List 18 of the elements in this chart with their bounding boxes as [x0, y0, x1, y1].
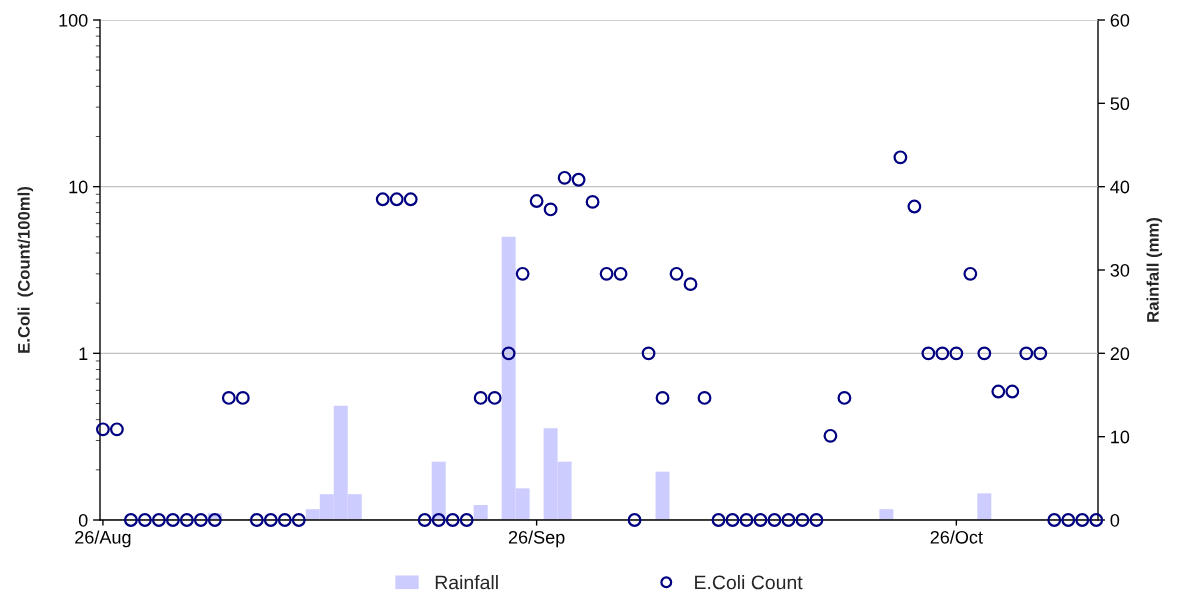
y-tick-label: 1	[79, 347, 88, 360]
y2-tick-label: 60	[1110, 13, 1130, 27]
y-tick-label: 10	[69, 180, 88, 194]
legend-label: Rainfall	[435, 575, 498, 590]
y2-tick-label: 20	[1110, 347, 1130, 361]
x-tick-label: 26/Aug	[75, 530, 131, 548]
y-tick-label: 100	[59, 13, 88, 27]
y2-axis-title: Rainfall (mm)	[1146, 218, 1163, 322]
x-tick-label: 26/Oct	[930, 530, 983, 544]
y2-tick-label: 40	[1110, 180, 1130, 194]
y2-tick-label: 30	[1110, 263, 1130, 277]
y2-tick-label: 50	[1110, 97, 1130, 111]
x-tick-label: 26/Sep	[508, 530, 565, 548]
y2-tick-label: 10	[1111, 430, 1130, 444]
y-tick-label: 0	[78, 513, 88, 527]
y-axis-title: E.Coli (Count/100ml)	[17, 187, 34, 353]
y2-tick-label: 0	[1110, 513, 1120, 527]
legend-label: E.Coli Count	[695, 575, 803, 590]
